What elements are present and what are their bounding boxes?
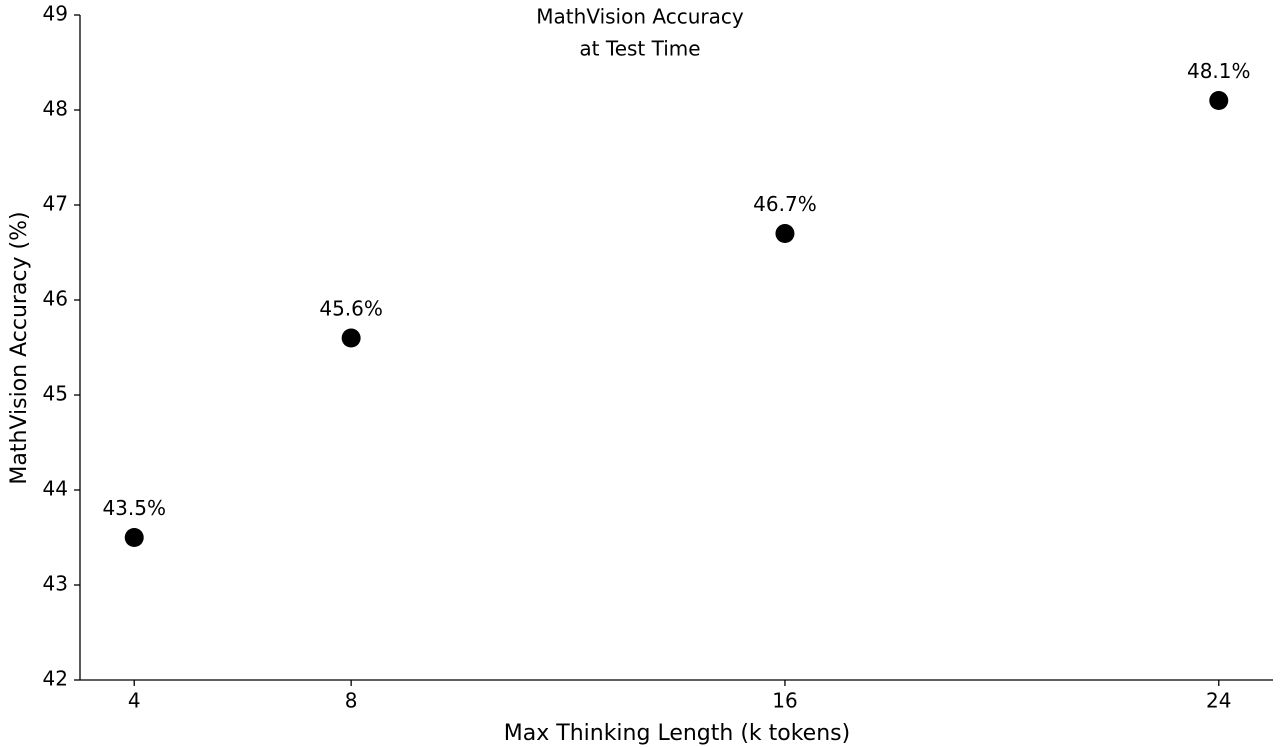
point xyxy=(775,224,795,243)
y-tick-label: 48 xyxy=(43,97,68,121)
x-tick-label: 24 xyxy=(1206,689,1231,713)
value-label: 48.1% xyxy=(1187,59,1251,83)
point xyxy=(124,528,144,547)
y-tick-label: 43 xyxy=(43,572,68,596)
x-tick-label: 8 xyxy=(345,689,358,713)
value-label: 43.5% xyxy=(102,496,166,520)
y-tick-label: 44 xyxy=(43,477,68,501)
value-label: 45.6% xyxy=(319,297,383,321)
chart-title: MathVision Accuracy xyxy=(536,5,744,29)
y-axis-label: MathVision Accuracy (%) xyxy=(7,211,32,484)
y-tick-label: 47 xyxy=(43,192,68,216)
x-axis-label: Max Thinking Length (k tokens) xyxy=(504,721,850,746)
point xyxy=(341,328,361,348)
x-tick-label: 4 xyxy=(128,689,141,713)
y-tick-label: 49 xyxy=(43,2,68,26)
value-label: 46.7% xyxy=(753,192,817,216)
y-tick-label: 42 xyxy=(43,667,68,691)
chart-title: at Test Time xyxy=(579,37,700,61)
y-tick-label: 45 xyxy=(43,382,68,406)
x-tick-label: 16 xyxy=(772,689,797,713)
point xyxy=(1209,91,1229,110)
y-tick-label: 46 xyxy=(43,287,68,311)
